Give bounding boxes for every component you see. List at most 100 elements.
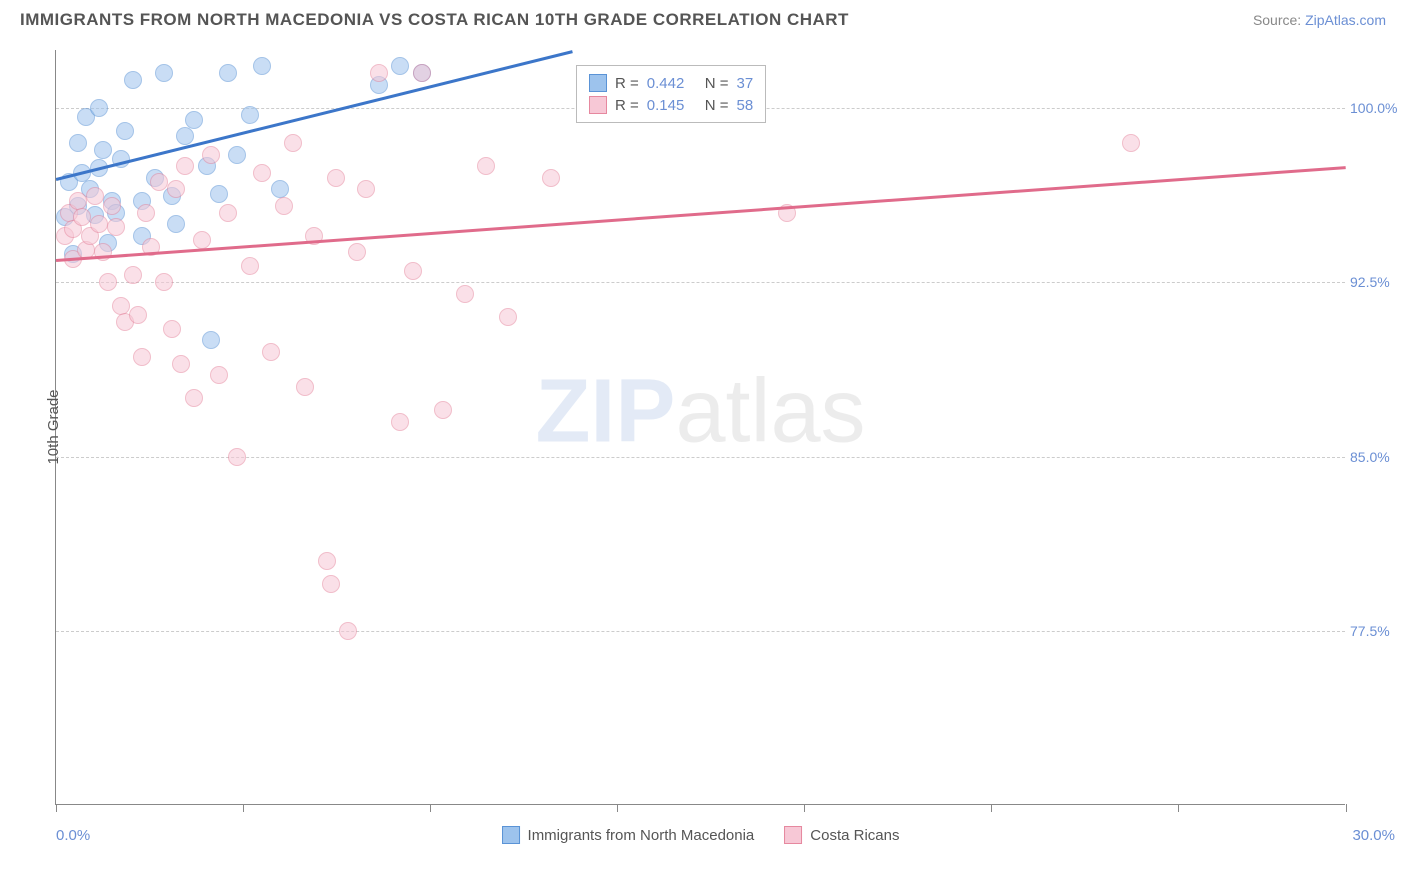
gridline: [56, 631, 1345, 632]
x-tick: [430, 804, 431, 812]
data-point: [163, 320, 181, 338]
legend-item: Immigrants from North Macedonia: [502, 826, 755, 844]
data-point: [90, 99, 108, 117]
legend-row: R =0.145N =58: [589, 94, 753, 116]
data-point: [327, 169, 345, 187]
data-point: [296, 378, 314, 396]
data-point: [129, 306, 147, 324]
data-point: [210, 185, 228, 203]
data-point: [176, 157, 194, 175]
data-point: [284, 134, 302, 152]
data-point: [322, 575, 340, 593]
n-label: N =: [705, 97, 729, 114]
x-tick: [1178, 804, 1179, 812]
data-point: [456, 285, 474, 303]
y-axis-title: 10th Grade: [45, 389, 62, 464]
x-tick: [804, 804, 805, 812]
data-point: [339, 622, 357, 640]
data-point: [176, 127, 194, 145]
data-point: [253, 164, 271, 182]
legend-swatch: [502, 826, 520, 844]
trend-line: [56, 166, 1346, 261]
data-point: [167, 215, 185, 233]
series-legend: Immigrants from North Macedonia Costa Ric…: [502, 826, 900, 844]
data-point: [99, 273, 117, 291]
data-point: [202, 146, 220, 164]
data-point: [210, 366, 228, 384]
data-point: [73, 208, 91, 226]
y-tick-label: 100.0%: [1350, 100, 1405, 116]
data-point: [542, 169, 560, 187]
legend-label: Immigrants from North Macedonia: [528, 827, 755, 844]
y-tick-label: 77.5%: [1350, 623, 1405, 639]
watermark-brand-2: atlas: [675, 361, 865, 461]
data-point: [185, 111, 203, 129]
r-value: 0.442: [647, 75, 697, 92]
data-point: [69, 134, 87, 152]
source-prefix: Source:: [1253, 12, 1305, 28]
data-point: [155, 64, 173, 82]
data-point: [172, 355, 190, 373]
data-point: [133, 348, 151, 366]
data-point: [271, 180, 289, 198]
r-label: R =: [615, 75, 639, 92]
data-point: [124, 71, 142, 89]
y-tick-label: 92.5%: [1350, 274, 1405, 290]
data-point: [124, 266, 142, 284]
data-point: [499, 308, 517, 326]
data-point: [391, 57, 409, 75]
data-point: [228, 448, 246, 466]
data-point: [185, 389, 203, 407]
source-link[interactable]: ZipAtlas.com: [1305, 12, 1386, 28]
scatter-chart: 10th Grade ZIPatlas 77.5%85.0%92.5%100.0…: [55, 50, 1345, 805]
y-tick-label: 85.0%: [1350, 449, 1405, 465]
source-attribution: Source: ZipAtlas.com: [1253, 12, 1386, 28]
n-label: N =: [705, 75, 729, 92]
data-point: [94, 141, 112, 159]
data-point: [477, 157, 495, 175]
data-point: [228, 146, 246, 164]
data-point: [241, 106, 259, 124]
data-point: [202, 331, 220, 349]
data-point: [275, 197, 293, 215]
x-axis-max-label: 30.0%: [1352, 827, 1395, 844]
x-tick: [1346, 804, 1347, 812]
legend-swatch: [784, 826, 802, 844]
x-tick: [243, 804, 244, 812]
data-point: [116, 122, 134, 140]
legend-row: R = 0.442 N = 37: [589, 72, 753, 94]
data-point: [318, 552, 336, 570]
data-point: [167, 180, 185, 198]
n-value: 37: [737, 75, 754, 92]
data-point: [112, 297, 130, 315]
data-point: [86, 187, 104, 205]
legend-swatch: [589, 96, 607, 114]
r-label: R =: [615, 97, 639, 114]
data-point: [348, 243, 366, 261]
watermark-brand-1: ZIP: [535, 361, 675, 461]
data-point: [155, 273, 173, 291]
data-point: [107, 218, 125, 236]
x-axis-min-label: 0.0%: [56, 827, 90, 844]
gridline: [56, 457, 1345, 458]
data-point: [219, 204, 237, 222]
data-point: [90, 215, 108, 233]
watermark: ZIPatlas: [535, 360, 865, 463]
x-tick: [56, 804, 57, 812]
data-point: [137, 204, 155, 222]
data-point: [404, 262, 422, 280]
data-point: [150, 173, 168, 191]
data-point: [69, 192, 87, 210]
n-value: 58: [737, 97, 754, 114]
data-point: [241, 257, 259, 275]
legend-label: Costa Ricans: [810, 827, 899, 844]
trend-line: [56, 50, 573, 180]
data-point: [434, 401, 452, 419]
data-point: [357, 180, 375, 198]
x-tick: [617, 804, 618, 812]
data-point: [262, 343, 280, 361]
chart-title: IMMIGRANTS FROM NORTH MACEDONIA VS COSTA…: [20, 10, 849, 30]
gridline: [56, 282, 1345, 283]
data-point: [370, 64, 388, 82]
legend-swatch: [589, 74, 607, 92]
